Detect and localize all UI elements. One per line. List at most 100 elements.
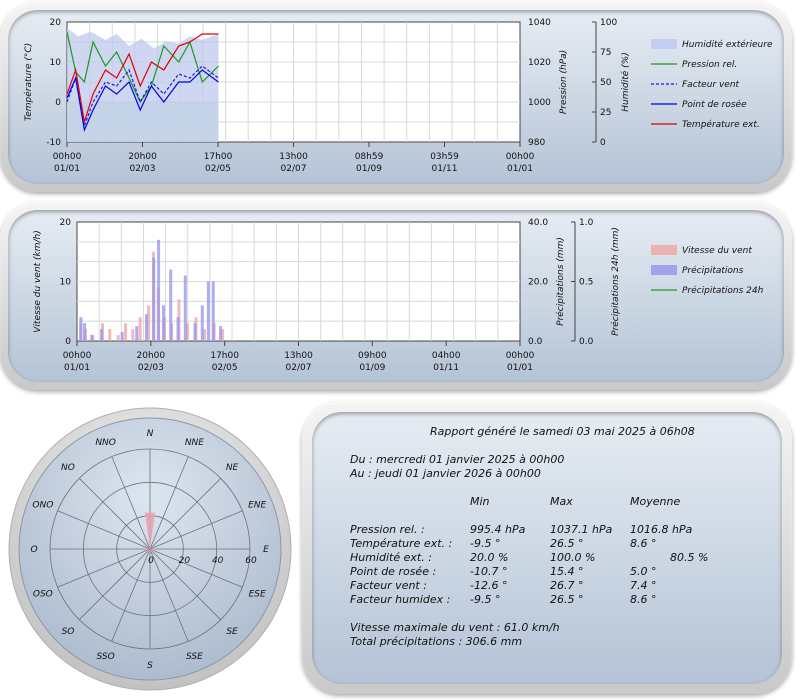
bar-rain bbox=[183, 275, 187, 341]
bar-rain bbox=[152, 257, 156, 341]
report-wind-max: Vitesse maximale du vent : 61.0 km/h bbox=[350, 621, 560, 634]
y-mid-tick-label: 1040 bbox=[528, 18, 551, 28]
x-tick-date: 02/07 bbox=[281, 164, 307, 174]
rose-direction-label: ENE bbox=[248, 501, 266, 511]
row-min: -9.5 ° bbox=[470, 593, 501, 606]
y-mid-tick-label: 1000 bbox=[528, 98, 551, 108]
y-left-tick-label: 10 bbox=[60, 278, 72, 288]
y-left-tick-label: -10 bbox=[46, 138, 61, 148]
rose-petal bbox=[148, 547, 150, 549]
x-tick-time: 20h00 bbox=[137, 351, 166, 361]
y-left-axis-label: Température (°C) bbox=[23, 43, 34, 121]
bar-wind bbox=[138, 317, 142, 341]
row-min: 20.0 % bbox=[470, 551, 509, 564]
x-tick-time: 17h00 bbox=[210, 351, 239, 361]
y-right-tick-label: 1.0 bbox=[579, 218, 594, 228]
row-max: 100.0 % bbox=[550, 551, 596, 564]
rose-spoke bbox=[57, 510, 151, 550]
row-min: -10.7 ° bbox=[470, 565, 508, 578]
rose-petal bbox=[146, 547, 150, 549]
bar-rain bbox=[169, 269, 173, 341]
rose-petal bbox=[149, 549, 151, 553]
row-label: Pression rel. : bbox=[350, 523, 425, 536]
rose-direction-label: ONO bbox=[32, 501, 53, 511]
x-tick-time: 00h00 bbox=[506, 152, 535, 162]
y-right-tick-label: 0 bbox=[600, 138, 606, 148]
legend-label: Pression rel. bbox=[682, 60, 737, 70]
y-mid-axis-label: Pression (hPa) bbox=[559, 50, 569, 114]
row-avg: 8.6 ° bbox=[630, 537, 657, 550]
y-right-tick-label: 50 bbox=[600, 78, 612, 88]
rose-spoke bbox=[149, 478, 221, 550]
row-label: Point de rosée : bbox=[350, 565, 437, 578]
x-tick-time: 09h00 bbox=[358, 351, 387, 361]
rose-direction-label: ESE bbox=[249, 589, 266, 599]
rose-petal bbox=[147, 549, 150, 552]
rose-spoke bbox=[149, 548, 221, 620]
y-left-tick-label: 0 bbox=[55, 98, 61, 108]
x-tick-date: 01/09 bbox=[359, 363, 385, 373]
bar-rain bbox=[176, 317, 180, 341]
rose-spoke bbox=[79, 548, 151, 620]
rose-spoke bbox=[57, 548, 151, 588]
rose-direction-label: NE bbox=[226, 463, 239, 473]
report-total-rain: Total précipitations : 306.6 mm bbox=[350, 635, 523, 648]
report-header-min: Min bbox=[470, 495, 490, 508]
report-header-max: Max bbox=[550, 495, 573, 508]
report-panel-inner bbox=[312, 412, 782, 684]
y-mid-tick-label: 980 bbox=[528, 138, 545, 148]
chart2-svg: 00h00 01/01 20h00 02/03 17h00 02/05 13h00 02/07… bbox=[33, 218, 764, 373]
x-tick-date: 02/03 bbox=[138, 363, 164, 373]
bar-rain bbox=[206, 281, 210, 341]
legend-label: Humidité extérieure bbox=[682, 39, 773, 50]
series-line-3 bbox=[66, 69, 219, 133]
wind-rose-svg: N NNE NE ENE E ESE SE SSE S SSO SO OSO O ONO NO NNO 0 20 4… bbox=[8, 407, 292, 691]
y-right-axis-label: Précipitations 24h (mm) bbox=[610, 227, 621, 336]
y-mid-axis-label: Précipitations (mm) bbox=[555, 237, 566, 326]
x-tick-time: 04h00 bbox=[432, 351, 461, 361]
y-left-tick-label: 20 bbox=[50, 18, 62, 28]
row-max: 15.4 ° bbox=[550, 565, 584, 578]
x-tick-time: 00h00 bbox=[506, 351, 535, 361]
bar-rain bbox=[135, 326, 139, 341]
row-min: 995.4 hPa bbox=[470, 523, 526, 536]
bar-rain bbox=[100, 329, 104, 341]
bar-rain bbox=[90, 335, 94, 341]
y-left-tick-label: 10 bbox=[50, 58, 62, 68]
x-tick-time: 20h00 bbox=[128, 152, 157, 162]
y-mid-tick-label: 40.0 bbox=[528, 218, 548, 228]
x-tick-date: 01/01 bbox=[507, 363, 533, 373]
series-line-1 bbox=[66, 31, 219, 104]
report-header-avg: Moyenne bbox=[630, 495, 681, 508]
legend-swatch bbox=[651, 245, 677, 255]
series-humidite-exterieure-area bbox=[67, 28, 219, 142]
x-tick-date: 01/11 bbox=[432, 164, 458, 174]
y-right-tick-label: 25 bbox=[600, 108, 611, 118]
bar-rain bbox=[157, 239, 161, 341]
legend-label: Précipitations bbox=[682, 265, 744, 276]
rose-petal bbox=[150, 547, 152, 549]
legend-label: Précipitations 24h bbox=[682, 285, 764, 296]
report-title: Rapport généré le samedi 03 mai 2025 à 0… bbox=[430, 425, 695, 438]
rose-petal bbox=[144, 512, 156, 549]
chart1-svg: 00h00 01/01 20h00 02/03 17h00 02/05 13h00 02/07… bbox=[23, 18, 773, 174]
rose-direction-label: NO bbox=[61, 463, 75, 473]
y-right-tick-label: 75 bbox=[600, 48, 611, 58]
row-max: 26.7 ° bbox=[550, 579, 584, 592]
bar-wind bbox=[202, 329, 206, 341]
bar-rain bbox=[193, 323, 197, 341]
row-label: Humidité ext. : bbox=[350, 551, 432, 564]
rose-petal bbox=[150, 548, 155, 550]
rose-petal bbox=[150, 549, 152, 553]
y-right-tick-label: 0.5 bbox=[579, 278, 593, 288]
row-max: 26.5 ° bbox=[550, 593, 584, 606]
row-label: Température ext. : bbox=[350, 537, 453, 550]
rose-spoke bbox=[111, 548, 151, 642]
x-tick-time: 17h00 bbox=[204, 152, 233, 162]
y-left-axis-label: Vitesse du vent (km/h) bbox=[33, 230, 43, 332]
rose-petal bbox=[150, 545, 152, 549]
rose-direction-label: NNE bbox=[185, 438, 204, 448]
bar-rain bbox=[211, 281, 215, 341]
rose-petal bbox=[145, 548, 150, 550]
row-label: Facteur vent : bbox=[350, 579, 427, 592]
